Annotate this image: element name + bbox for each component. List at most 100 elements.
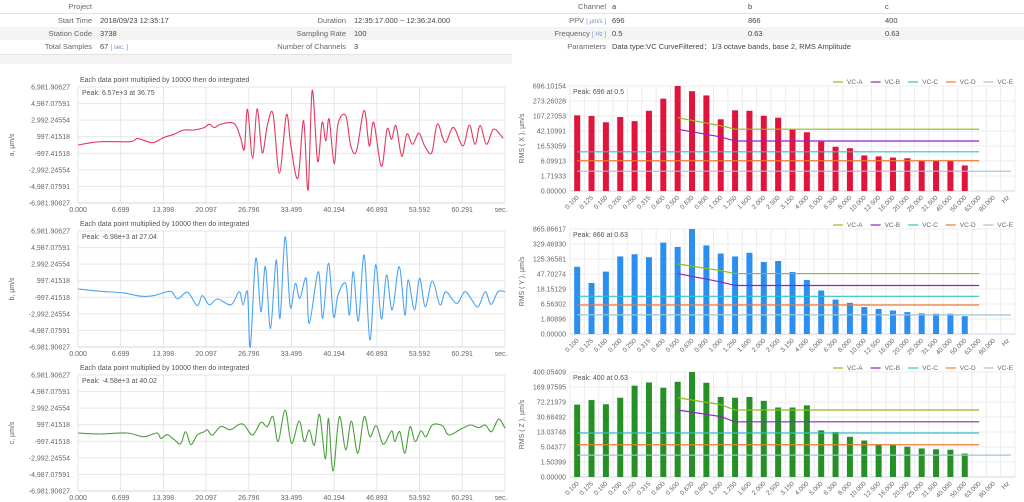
x-tick-label: 0.630 (679, 194, 696, 211)
x-tick-label: 33.495 (281, 207, 303, 214)
x-tick-label: 40.194 (323, 495, 345, 502)
bar-1.000 (717, 253, 724, 334)
x-tick-label: 1.250 (722, 194, 739, 211)
bar-2.500 (775, 407, 782, 477)
freq-c: 0.63 (885, 29, 900, 38)
x-tick-label: 0.160 (593, 480, 610, 497)
bar-0.125 (588, 115, 595, 191)
y-tick-label: 18.15129 (537, 287, 566, 294)
bar-0.315 (645, 382, 652, 477)
total-samples-unit: [ sec. ] (110, 45, 129, 51)
y-tick-label: 30.68492 (537, 415, 566, 422)
bar-50.000 (961, 165, 968, 191)
row-channel: Channel a b c (512, 0, 1024, 13)
x-tick-label: 40.194 (323, 207, 345, 214)
row-frequency: Frequency [ Hz ] 0.5 0.63 0.63 (512, 27, 1024, 40)
x-tick-label: 26.796 (238, 351, 260, 358)
bar-0.630 (689, 229, 696, 334)
x-tick-label: 0.250 (622, 194, 639, 211)
start-time-value: 2018/09/23 12:35:17 (100, 16, 169, 25)
x-tick-label: 1.250 (722, 480, 739, 497)
y-tick-label: 6.56302 (541, 302, 566, 309)
row-blank (0, 54, 512, 64)
y-tick-label: 13.03748 (537, 430, 566, 437)
peak-label: Peak: 866 at 0.63 (573, 232, 628, 239)
bar-20.000 (904, 446, 911, 477)
x-tick-label: 20.097 (195, 495, 217, 502)
bar-10.000 (861, 440, 868, 477)
bar-16.000 (889, 445, 896, 477)
waveform-chart-c: 6,981.90627 4,987.07591 2,992.24554 997.415… (9, 365, 507, 502)
legend-label-vc-d: VC-D (960, 365, 976, 372)
spectrum-chart-1: 696.10154 273.26028 107.27053 42.10991 16.53… (519, 79, 1016, 213)
duration-label: Duration (317, 16, 346, 25)
vc-line-vc-b (677, 409, 980, 423)
x-tick-label: 26.796 (238, 207, 260, 214)
y-tick-label: 2,992.24554 (31, 406, 70, 413)
x-tick-label: 5.000 (808, 194, 825, 211)
bar-0.630 (689, 372, 696, 477)
x-tick-label: 1.000 (708, 337, 725, 354)
x-tick-label: 6.300 (823, 194, 840, 211)
y-tick-label: -2,992.24554 (29, 311, 70, 318)
vc-line-vc-a (677, 117, 980, 130)
bar-3.150 (789, 272, 796, 334)
peak-label: Peak: 400 at 0.63 (573, 375, 628, 382)
y-axis-title: RMS ( X ), µm/s (519, 113, 526, 163)
x-tick-label: 4.000 (794, 480, 811, 497)
peak-label: Peak: -6.98e+3 at 27.04 (82, 234, 157, 241)
y-tick-label: 1.71933 (541, 174, 566, 181)
chart-subtitle: Each data point multiplied by 10000 then… (80, 77, 249, 84)
y-tick-label: 6,981.90627 (31, 373, 70, 380)
bar-0.400 (660, 98, 667, 191)
bar-40.000 (947, 313, 954, 334)
x-tick-label: 4.000 (794, 194, 811, 211)
bar-6.300 (832, 146, 839, 191)
x-tick-label: 53.592 (409, 351, 431, 358)
y-tick-label: 400.05409 (533, 370, 566, 377)
x-tick-label: 2.000 (751, 194, 768, 211)
x-tick-label: 0.400 (650, 480, 667, 497)
bar-16.000 (889, 157, 896, 191)
bar-0.500 (674, 381, 681, 477)
legend-label-vc-d: VC-D (960, 79, 976, 86)
x-unit-label: sec. (495, 495, 508, 502)
bar-4.000 (803, 132, 810, 191)
x-tick-label: 0.100 (564, 480, 581, 497)
x-tick-label: 26.796 (238, 495, 260, 502)
bar-2.500 (775, 117, 782, 191)
vc-line-vc-a (677, 397, 980, 411)
peak-label: Peak: 6.57e+3 at 36.75 (82, 90, 155, 97)
x-unit-label: Hz (1001, 337, 1012, 348)
x-tick-label: 5.000 (808, 480, 825, 497)
bar-12.500 (875, 444, 882, 477)
x-unit-label: Hz (1001, 480, 1012, 491)
x-tick-label: 2.500 (765, 480, 782, 497)
bar-20.000 (904, 312, 911, 334)
y-tick-label: 169.97595 (533, 385, 566, 392)
y-axis-title: RMS ( Y ), µm/s (519, 256, 526, 306)
x-tick-label: 0.315 (636, 194, 653, 211)
x-tick-label: 60.291 (452, 495, 474, 502)
legend-label-vc-e: VC-E (997, 222, 1013, 229)
y-tick-label: 47.70274 (537, 272, 566, 279)
y-tick-label: -4,987.07591 (29, 184, 70, 191)
y-tick-label: 997.41518 (37, 278, 70, 285)
vc-line-vc-a (677, 263, 980, 275)
ppv-c: 400 (885, 16, 898, 25)
bar-0.250 (631, 385, 638, 477)
sampling-rate-label: Sampling Rate (296, 29, 346, 38)
y-tick-label: -6,981.90627 (29, 489, 70, 496)
bar-25.000 (918, 448, 925, 477)
bar-4.000 (803, 279, 810, 334)
bar-0.200 (617, 116, 624, 191)
duration-value: 12:35:17.000 ~ 12:36:24.000 (354, 16, 451, 25)
bar-0.800 (703, 95, 710, 191)
x-tick-label: 60.291 (452, 207, 474, 214)
y-tick-label: -997.41518 (35, 295, 71, 302)
bar-0.125 (588, 400, 595, 477)
bar-50.000 (961, 453, 968, 477)
x-tick-label: 2.000 (751, 480, 768, 497)
channels-value: 3 (354, 42, 359, 51)
y-tick-label: 2,992.24554 (31, 262, 70, 269)
